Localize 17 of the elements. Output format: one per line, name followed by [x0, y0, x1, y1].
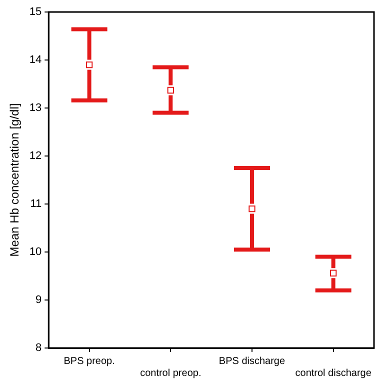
y-axis-title: Mean Hb concentration [g/dl] — [8, 103, 22, 257]
point — [330, 270, 337, 276]
y-tick-label: 12 — [29, 150, 42, 162]
y-tick-label: 15 — [29, 6, 42, 18]
y-tick-label: 9 — [36, 294, 42, 306]
x-tick-label: control preop. — [140, 368, 202, 379]
x-tick-label: BPS preop. — [64, 356, 115, 367]
y-tick-label: 8 — [36, 342, 42, 354]
y-tick-label: 11 — [30, 198, 42, 210]
y-tick-label: 13 — [29, 102, 42, 114]
x-tick-label: BPS discharge — [218, 356, 286, 367]
x-tick-label: control discharge — [295, 368, 372, 379]
point — [248, 205, 256, 212]
y-tick-label: 14 — [29, 54, 42, 66]
point — [167, 86, 174, 94]
y-tick-label: 10 — [29, 246, 42, 258]
point — [86, 61, 93, 68]
